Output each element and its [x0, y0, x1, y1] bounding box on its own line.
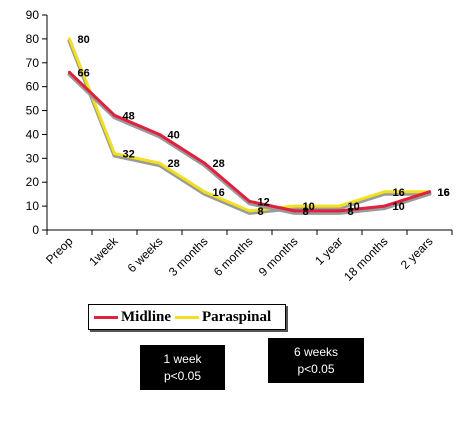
- midline-point: [68, 70, 71, 74]
- chart-svg: 0 10 20 30 40 50 60 70 80 90 Preop 1week 6 weeks 3 m…: [26, 8, 453, 284]
- midline-data-label: 16: [438, 187, 450, 199]
- paraspinal-point: [113, 152, 116, 156]
- y-tick-label: 80: [26, 32, 40, 46]
- paraspinal-data-label: 16: [213, 187, 225, 199]
- paraspinal-point: [338, 204, 341, 208]
- midline-data-label: 8: [348, 206, 354, 218]
- y-tick-label: 70: [26, 56, 40, 70]
- note-1-week: 1 week p<0.05: [140, 345, 225, 390]
- midline-line: [68, 70, 431, 213]
- y-tick-label: 30: [26, 151, 40, 165]
- paraspinal-data-label: 10: [348, 201, 360, 213]
- x-tick-label: 6 weeks: [125, 234, 166, 275]
- midline-point: [428, 190, 431, 194]
- y-tick-label: 20: [26, 175, 40, 189]
- midline-point: [113, 113, 116, 117]
- paraspinal-point: [68, 37, 71, 41]
- x-tick-label: 3 months: [166, 234, 211, 279]
- midline-data-label: 66: [78, 67, 90, 79]
- y-tick-label: 50: [26, 104, 40, 118]
- paraspinal-line: [68, 37, 431, 213]
- midline-data-label: 12: [258, 196, 270, 208]
- midline-point: [203, 161, 206, 165]
- legend: Midline Paraspinal: [88, 304, 286, 330]
- y-tick-label: 10: [26, 199, 40, 213]
- y-tick-label: 60: [26, 80, 40, 94]
- series-lines: [67, 37, 432, 215]
- paraspinal-line-shadow: [67, 38, 432, 215]
- legend-item-midline: Midline: [94, 309, 171, 326]
- paraspinal-point: [248, 209, 251, 213]
- midline-data-label: 48: [123, 110, 135, 122]
- x-tick-label: 2 years: [398, 234, 436, 272]
- midline-data-label: 40: [168, 129, 180, 141]
- midline-data-label: 10: [393, 201, 405, 213]
- note-6-weeks-line1: 6 weeks: [293, 344, 339, 359]
- note-1-week-line1: 1 week: [163, 351, 202, 366]
- paraspinal-data-label: 8: [258, 206, 264, 218]
- y-tick-label: 0: [32, 223, 39, 237]
- midline-point: [338, 209, 341, 213]
- y-axis: 0 10 20 30 40 50 60 70 80 90: [26, 8, 48, 237]
- paraspinal-point: [158, 161, 161, 165]
- paraspinal-point: [293, 204, 296, 208]
- paraspinal-data-label: 10: [303, 201, 315, 213]
- legend-label-paraspinal: Paraspinal: [202, 308, 272, 325]
- midline-swatch: [94, 315, 118, 319]
- note-1-week-line2: p<0.05: [163, 368, 202, 383]
- midline-point: [383, 204, 386, 208]
- paraspinal-data-label: 16: [438, 187, 450, 199]
- midline-data-label: 28: [213, 158, 225, 170]
- midline-data-label: 8: [303, 206, 309, 218]
- legend-item-paraspinal: Paraspinal: [175, 309, 271, 326]
- note-6-weeks: 6 weeks p<0.05: [268, 338, 364, 383]
- x-tick-label: 1 year: [312, 234, 345, 267]
- paraspinal-data-label: 16: [393, 187, 405, 199]
- midline-point: [248, 199, 251, 203]
- midline-point: [158, 132, 161, 136]
- paraspinal-data-label: 80: [78, 34, 90, 46]
- x-tick-label: 9 months: [256, 234, 301, 279]
- x-tick-label: 6 months: [211, 234, 256, 279]
- x-axis: Preop 1week 6 weeks 3 months 6 months 9 month…: [43, 229, 453, 284]
- paraspinal-point: [383, 190, 386, 194]
- paraspinal-data-label: 32: [123, 149, 135, 161]
- x-tick-label: Preop: [43, 234, 76, 267]
- paraspinal-data-label: 28: [168, 158, 180, 170]
- y-tick-label: 40: [26, 127, 40, 141]
- x-tick-label: 1week: [86, 234, 121, 269]
- note-6-weeks-line2: p<0.05: [297, 361, 335, 376]
- x-tick-label: 18 months: [341, 234, 391, 284]
- legend-label-midline: Midline: [121, 308, 172, 325]
- paraspinal-swatch: [175, 315, 200, 319]
- paraspinal-point: [203, 190, 206, 194]
- midline-point: [293, 209, 296, 213]
- y-tick-label: 90: [26, 8, 40, 22]
- midline-line-shadow: [67, 72, 432, 215]
